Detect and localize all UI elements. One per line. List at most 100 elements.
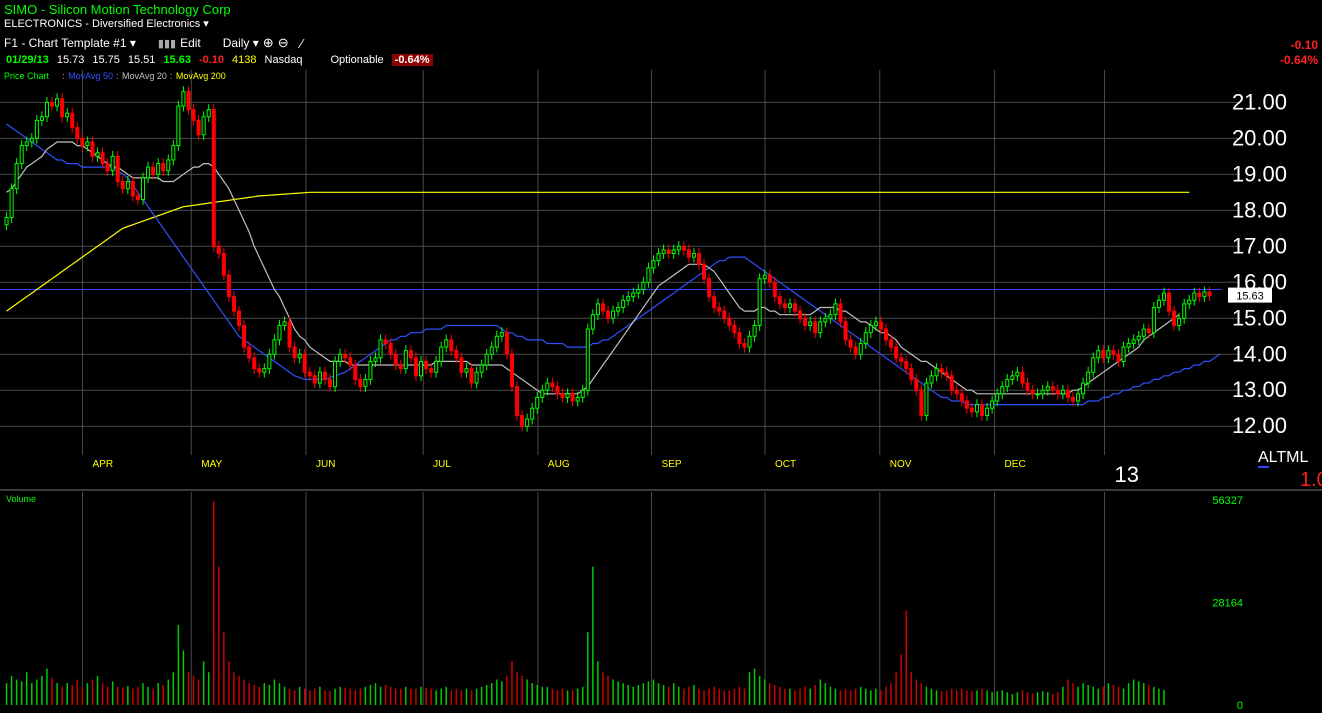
candle-body [322, 371, 327, 380]
candle-body [949, 375, 954, 391]
candle-body [343, 353, 348, 359]
candle-body [424, 360, 429, 370]
candle-body [1151, 306, 1156, 334]
year-label: 13 [1114, 462, 1138, 487]
template-dropdown[interactable]: F1 - Chart Template #1 ▾ [4, 36, 136, 50]
candle-body [666, 249, 671, 255]
candle-body [317, 371, 322, 384]
candle-body [1111, 350, 1116, 355]
scale-marker [1258, 466, 1269, 468]
right-pct-change: -0.64% [1279, 53, 1318, 67]
candle-body [646, 267, 651, 283]
candle-body [1146, 328, 1151, 334]
candle-body [277, 324, 282, 341]
y-tick-label: 14.00 [1232, 341, 1287, 366]
candle-body [1156, 299, 1161, 308]
candle-body [125, 181, 130, 190]
candle-body [732, 324, 737, 334]
candle-body [717, 306, 722, 312]
candle-body [378, 339, 383, 359]
period-dropdown[interactable]: Daily ▾ [223, 36, 259, 50]
candle-body [156, 163, 161, 175]
candle-body [1126, 342, 1131, 348]
candle-body [1131, 339, 1136, 344]
chart-header: SIMO - Silicon Motion Technology Corp EL… [0, 0, 1322, 70]
candle-body [1055, 389, 1060, 395]
candle-body [130, 181, 135, 197]
x-tick-label: SEP [661, 459, 681, 470]
candle-body [611, 310, 616, 319]
candle-body [429, 368, 434, 373]
toolbar: F1 - Chart Template #1 ▾ ▮▮▮ Edit Daily … [4, 35, 303, 51]
candle-body [762, 274, 767, 280]
zoom-in-icon[interactable]: ⊕ [262, 35, 274, 50]
moving-averages [0, 123, 1222, 406]
candle-body [540, 389, 545, 398]
x-tick-label: NOV [890, 459, 912, 470]
symbol-title[interactable]: SIMO - Silicon Motion Technology Corp [4, 2, 231, 17]
edit-button[interactable]: Edit [180, 36, 201, 50]
candle-body [90, 141, 95, 157]
y-tick-label: 21.00 [1232, 89, 1287, 114]
candle-body [707, 278, 712, 298]
candle-body [515, 386, 520, 416]
y-tick-label: 17.00 [1232, 233, 1287, 258]
candle-body [676, 245, 681, 251]
candle-body [454, 350, 459, 359]
candle-body [358, 378, 363, 388]
candle-body [166, 159, 171, 172]
candle-body [464, 368, 469, 373]
candle-body [479, 364, 484, 373]
candle-body [474, 371, 479, 384]
candle-body [1005, 378, 1010, 388]
candle-body [752, 324, 757, 337]
candle-body [408, 350, 413, 359]
sector-dropdown-icon[interactable]: ▾ [203, 18, 209, 30]
candle-body [520, 414, 525, 427]
candle-body [439, 346, 444, 362]
x-tick-label: DEC [1005, 459, 1026, 470]
candle-body [1207, 291, 1212, 297]
quote-change: -0.10 [198, 54, 225, 66]
candle-body [990, 400, 995, 409]
sector-label: ELECTRONICS - Diversified Electronics [4, 18, 201, 30]
candle-body [787, 303, 792, 308]
quote-low: 15.51 [127, 54, 156, 66]
candle-body [980, 404, 985, 416]
candle-body [146, 166, 151, 179]
candle-body [580, 389, 585, 398]
candle-body [1202, 291, 1207, 298]
candle-body [1172, 310, 1177, 326]
candle-body [413, 357, 418, 377]
candle-body [909, 368, 914, 380]
candle-body [1010, 375, 1015, 380]
candle-body [231, 296, 236, 312]
candle-body [1091, 357, 1096, 373]
candle-body [782, 303, 787, 308]
candle-body [889, 339, 894, 348]
candle-body [858, 342, 863, 355]
candle-body [873, 321, 878, 326]
candle-body [257, 368, 262, 373]
candle-body [1065, 389, 1070, 398]
candle-body [691, 253, 696, 258]
candle-body [509, 353, 514, 388]
candle-body [120, 181, 125, 190]
volume-tick-label: 56327 [1212, 495, 1243, 507]
bar-chart-icon[interactable]: ▮▮▮ [157, 37, 177, 50]
candle-body [383, 339, 388, 344]
draw-line-icon[interactable]: ∕ [300, 35, 303, 51]
candle-body [186, 91, 191, 111]
quote-open: 15.73 [56, 54, 85, 66]
candle-body [585, 328, 590, 391]
candle-body [151, 166, 156, 175]
zoom-out-icon[interactable]: ⊖ [277, 35, 289, 50]
candle-body [211, 109, 216, 247]
candle-body [833, 303, 838, 316]
candle-body [696, 253, 701, 265]
chevron-down-icon: ▾ [252, 36, 259, 50]
sector-title[interactable]: ELECTRONICS - Diversified Electronics ▾ [4, 17, 209, 30]
quote-volume: 4138 [232, 54, 257, 66]
x-tick-label: AUG [548, 459, 570, 470]
